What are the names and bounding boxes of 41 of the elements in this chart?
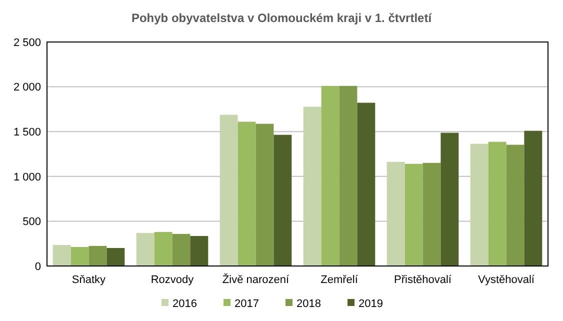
- bar: [52, 244, 71, 266]
- x-tick-label: Sňatky: [72, 274, 106, 286]
- bar: [386, 162, 405, 266]
- bar: [220, 114, 238, 266]
- bar: [303, 106, 322, 266]
- legend-label: 2017: [234, 298, 259, 310]
- y-tick-label: 2 000: [13, 82, 41, 94]
- bar: [404, 164, 423, 266]
- y-tick-label: 0: [34, 260, 41, 273]
- x-tick-label: Rozvody: [150, 274, 194, 286]
- x-tick-label: Zemřelí: [320, 274, 359, 286]
- y-tick-label: 500: [22, 216, 41, 228]
- chart-title: Pohyb obyvatelstva v Olomouckém kraji v 1. čtvrtletí: [131, 11, 432, 25]
- bar: [470, 144, 488, 266]
- bar: [274, 134, 292, 266]
- bar: [339, 86, 358, 266]
- legend-label: 2019: [358, 298, 383, 310]
- bar: [256, 124, 274, 266]
- x-tick-label: Živě narození: [222, 273, 290, 286]
- y-tick-label: 2 500: [13, 36, 41, 49]
- legend-label: 2018: [296, 298, 321, 310]
- bar: [172, 234, 190, 266]
- bar: [422, 162, 441, 266]
- legend-label: 2016: [172, 298, 197, 310]
- x-tick-label: Přistěhovalí: [394, 274, 452, 286]
- y-tick-label: 1 000: [13, 171, 41, 184]
- bar: [321, 86, 340, 266]
- bar: [190, 236, 208, 266]
- bar: [506, 144, 524, 266]
- x-tick-label: Vystěhovalí: [478, 274, 536, 286]
- bar: [88, 246, 107, 266]
- bar: [357, 102, 376, 266]
- y-tick-label: 1 500: [13, 126, 41, 138]
- bar: [106, 248, 125, 266]
- bar: [70, 247, 89, 266]
- bar: [238, 122, 256, 266]
- bar: [136, 232, 154, 266]
- bar: [488, 142, 506, 266]
- bar: [440, 132, 459, 266]
- bar: [524, 130, 542, 266]
- bar: [154, 232, 172, 266]
